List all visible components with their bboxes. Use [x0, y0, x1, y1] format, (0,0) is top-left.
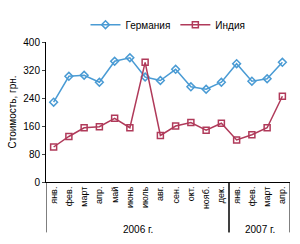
svg-text:июль: июль [140, 186, 150, 208]
svg-text:нояб.: нояб. [201, 187, 211, 210]
svg-text:Стоимость, грн.: Стоимость, грн. [7, 75, 18, 148]
svg-text:400: 400 [23, 37, 40, 48]
svg-text:240: 240 [23, 93, 40, 104]
svg-text:0: 0 [34, 177, 40, 188]
svg-text:дек.: дек. [216, 187, 226, 204]
svg-text:2006 г.: 2006 г. [123, 224, 153, 235]
svg-text:2007 г.: 2007 г. [245, 224, 275, 235]
svg-text:фев.: фев. [247, 187, 257, 207]
svg-text:сен.: сен. [171, 187, 181, 204]
svg-text:Германия: Германия [126, 20, 171, 31]
svg-text:март: март [262, 187, 272, 207]
svg-text:янв.: янв. [49, 187, 59, 204]
svg-text:апр.: апр. [94, 187, 104, 204]
svg-text:авг.: авг. [155, 187, 165, 201]
svg-text:фев.: фев. [64, 187, 74, 207]
svg-text:янв.: янв. [232, 187, 242, 204]
svg-text:апр.: апр. [277, 187, 287, 204]
svg-text:80: 80 [29, 149, 41, 160]
svg-text:май: май [110, 187, 120, 203]
svg-text:Индия: Индия [215, 20, 245, 31]
svg-text:окт.: окт. [186, 187, 196, 202]
svg-text:март: март [79, 187, 89, 207]
svg-text:июнь: июнь [125, 186, 135, 208]
svg-text:160: 160 [23, 121, 40, 132]
svg-text:320: 320 [23, 65, 40, 76]
